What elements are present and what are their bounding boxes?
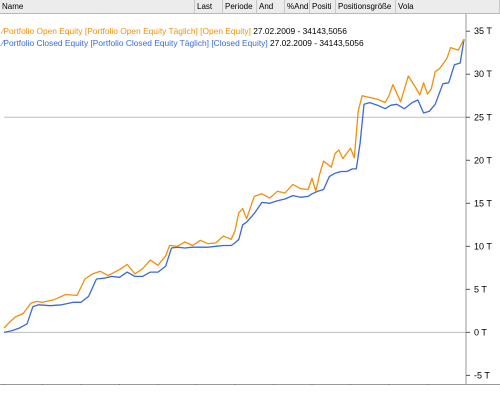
plot-background	[4, 14, 466, 384]
column-header-6[interactable]: Positionsgröße	[336, 0, 396, 13]
legend-open-icon: ⁄	[2, 26, 4, 36]
y-tick-label-2: 5 T	[474, 284, 487, 294]
x-axis-line	[0, 384, 500, 385]
column-header-1[interactable]: Last	[195, 0, 223, 13]
y-tick-label-1: 0 T	[474, 327, 487, 337]
y-tick-label-0: -5 T	[474, 370, 490, 380]
chart-area: -5 T0 T5 T10 T15 T20 T25 T30 T35 T2008Fe…	[0, 14, 500, 400]
column-header-bar: Name Last Periode And %And Positi Positionsgrö…	[0, 0, 500, 14]
column-header-0[interactable]: Name	[0, 0, 195, 13]
column-header-2[interactable]: Periode	[223, 0, 257, 13]
y-tick-label-4: 15 T	[474, 198, 492, 208]
series-line-0	[3, 38, 465, 329]
equity-chart: -5 T0 T5 T10 T15 T20 T25 T30 T35 T2008Fe…	[0, 14, 500, 395]
column-header-5[interactable]: Positi	[310, 0, 336, 13]
y-tick-label-7: 30 T	[474, 69, 492, 79]
y-tick-label-8: 35 T	[474, 26, 492, 36]
series-line-1	[3, 38, 465, 334]
y-tick-label-3: 10 T	[474, 241, 492, 251]
y-tick-label-5: 20 T	[474, 155, 492, 165]
column-header-7[interactable]: Vola	[396, 0, 500, 13]
y-tick-label-6: 25 T	[474, 112, 492, 122]
legend-open-equity: ⁄Portfolio Open Equity [Portfolio Open E…	[2, 26, 347, 37]
column-header-4[interactable]: %And	[287, 0, 310, 13]
column-header-3[interactable]: And	[257, 0, 285, 13]
legend-closed-label: Portfolio Closed Equity [Portfolio Close…	[3, 38, 268, 48]
legend-closed-icon: ⁄	[2, 38, 4, 48]
legend-closed-value: 27.02.2009 - 34143,5056	[270, 38, 364, 48]
legend-open-label: Portfolio Open Equity [Portfolio Open Eq…	[3, 26, 251, 36]
legend-open-value: 27.02.2009 - 34143,5056	[253, 26, 347, 36]
legend-closed-equity: ⁄Portfolio Closed Equity [Portfolio Clos…	[2, 38, 364, 49]
